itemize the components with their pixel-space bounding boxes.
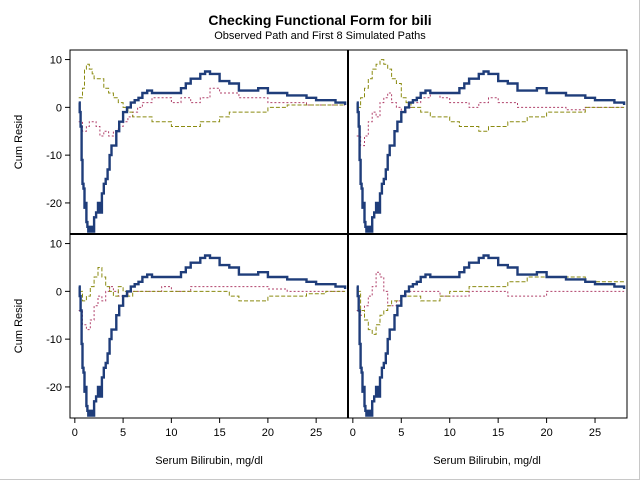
x-tick-label: 5: [398, 427, 404, 439]
panel-frame-bottom-right: [347, 233, 628, 419]
y-axis-label-top: Cum Resid: [13, 115, 25, 169]
y-tick-label: 10: [50, 239, 62, 251]
x-tick-label: 15: [492, 427, 504, 439]
data-series: [78, 59, 626, 417]
x-tick-label: 15: [213, 427, 225, 439]
simulated-path-olive-top-right: [356, 59, 625, 132]
x-tick-label: 25: [310, 427, 322, 439]
y-tick-label: 0: [56, 286, 62, 298]
panel-frame-top-left: [69, 49, 349, 235]
x-tick-label: 20: [540, 427, 552, 439]
observed-path-bottom-right: [356, 254, 626, 417]
x-tick-label: 0: [350, 427, 356, 439]
x-tick-label: 20: [262, 427, 274, 439]
simulated-path-olive-top-left: [78, 63, 346, 127]
simulated-path-red-top-right: [356, 92, 625, 147]
panel-frame-top-right: [347, 49, 628, 235]
y-tick-label: 0: [56, 102, 62, 114]
x-tick-label: 10: [165, 427, 177, 439]
y-axis-label-bottom: Cum Resid: [13, 299, 25, 353]
chart-title: Checking Functional Form for bili: [208, 12, 432, 28]
axis-ticks: 10 0 -10 -20 10 0 -10 -20 0 5 10 15 20 25 0 5 10 15 20 25: [46, 55, 601, 439]
x-tick-label: 0: [72, 427, 78, 439]
observed-path-bottom-left: [78, 254, 347, 417]
y-tick-label: -20: [46, 382, 62, 394]
x-tick-label: 10: [444, 427, 456, 439]
observed-path-top-right: [356, 70, 626, 233]
observed-path-top-left: [78, 70, 347, 233]
y-tick-label: 10: [50, 55, 62, 67]
simulated-path-olive-bottom-left: [78, 267, 346, 302]
y-tick-label: -20: [46, 198, 62, 210]
simulated-path-olive-bottom-right: [356, 276, 625, 335]
x-axis-label-left: Serum Bilirubin, mg/dl: [155, 455, 263, 467]
x-tick-label: 5: [120, 427, 126, 439]
y-tick-label: -10: [46, 150, 62, 162]
chart-subtitle: Observed Path and First 8 Simulated Path…: [214, 30, 426, 42]
x-tick-label: 25: [589, 427, 601, 439]
y-tick-label: -10: [46, 334, 62, 346]
x-axis-label-right: Serum Bilirubin, mg/dl: [433, 455, 541, 467]
panel-frame-bottom-left: [69, 233, 349, 419]
